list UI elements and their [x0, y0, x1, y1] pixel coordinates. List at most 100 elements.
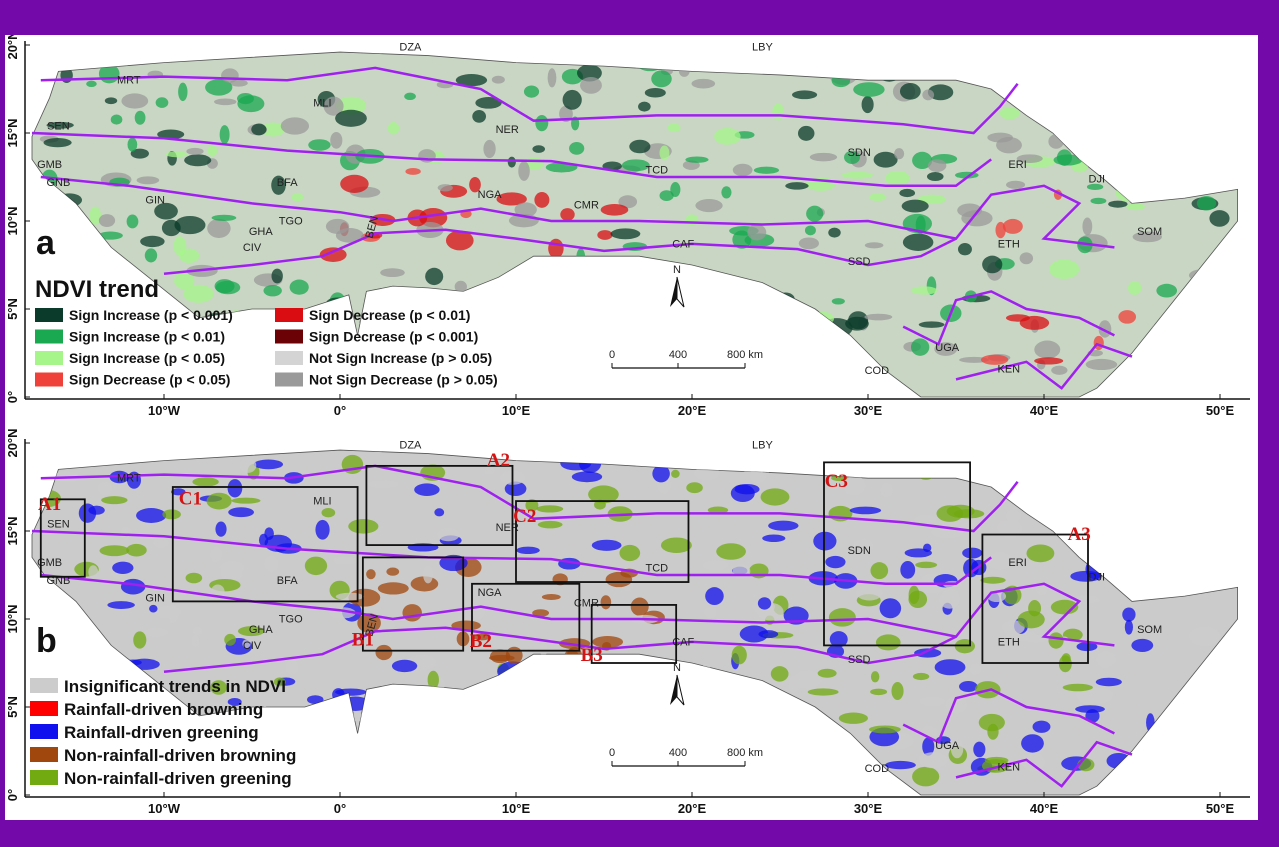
- trend-patch: [1194, 104, 1208, 113]
- trend-patch: [215, 280, 241, 295]
- country-label-gha: GHA: [249, 226, 274, 238]
- study-box-b1: [361, 556, 465, 652]
- north-arrow-icon: [670, 675, 677, 705]
- trend-patch: [1139, 146, 1151, 162]
- north-arrow-icon-half: [676, 276, 685, 308]
- trend-patch: [495, 301, 518, 314]
- trend-patch: [1030, 107, 1040, 118]
- trend-patch: [1026, 544, 1055, 563]
- trend-patch: [532, 609, 550, 617]
- trend-patch: [1118, 310, 1137, 324]
- trend-patch: [988, 551, 1013, 570]
- trend-patch: [844, 150, 860, 164]
- trend-patch: [694, 688, 723, 709]
- country-label-dji: DJI: [1089, 173, 1106, 185]
- legend-swatch: [275, 351, 303, 365]
- trend-patch: [207, 145, 218, 157]
- trend-patch: [1076, 642, 1098, 652]
- trend-patch: [817, 332, 828, 340]
- trend-patch: [1082, 217, 1093, 236]
- trend-patch: [659, 190, 674, 202]
- trend-patch: [330, 751, 357, 771]
- legend-swatch: [30, 701, 58, 716]
- trend-patch: [845, 316, 869, 331]
- trend-patch: [1068, 488, 1079, 495]
- trend-patch: [71, 224, 92, 234]
- trend-patch: [639, 739, 672, 758]
- trend-patch: [56, 245, 75, 264]
- trend-patch: [1061, 653, 1071, 664]
- trend-patch: [500, 682, 533, 689]
- trend-patch: [649, 362, 682, 371]
- trend-patch: [873, 151, 898, 168]
- trend-patch: [1218, 756, 1238, 771]
- trend-patch: [59, 265, 82, 276]
- trend-patch: [617, 350, 633, 368]
- trend-patch: [144, 627, 169, 637]
- trend-patch: [978, 713, 1005, 732]
- lat-tick-label: 5°N: [5, 298, 20, 320]
- country-label-ssd: SSD: [848, 654, 871, 666]
- trend-patch: [868, 725, 901, 734]
- trend-patch: [1132, 231, 1162, 243]
- trend-patch: [608, 319, 640, 328]
- trend-patch: [611, 750, 637, 771]
- box-label: C2: [513, 506, 536, 527]
- trend-patch: [183, 284, 214, 303]
- trend-patch: [469, 176, 481, 193]
- trend-patch: [210, 680, 227, 695]
- trend-patch: [1002, 218, 1023, 234]
- trend-patch: [424, 687, 433, 696]
- legend-label: Sign Decrease (p < 0.001): [309, 329, 478, 345]
- trend-patch: [207, 218, 231, 238]
- lon-tick-label: 0°: [334, 801, 346, 816]
- trend-patch: [1121, 506, 1150, 519]
- trend-patch: [523, 85, 540, 98]
- trend-patch: [437, 184, 453, 192]
- trend-patch: [739, 625, 769, 643]
- trend-patch: [548, 238, 564, 259]
- ecoregion-boundary: [163, 228, 957, 276]
- trend-patch: [778, 56, 802, 75]
- trend-patch: [562, 89, 582, 110]
- trend-patch: [516, 546, 540, 555]
- trend-patch: [1128, 361, 1149, 379]
- trend-patch: [226, 329, 239, 345]
- trend-patch: [959, 680, 978, 693]
- trend-patch: [667, 123, 681, 133]
- lat-tick-label: 20°N: [5, 35, 20, 60]
- study-box-a3: [981, 533, 1089, 664]
- trend-patch: [1166, 94, 1198, 102]
- trend-patch: [98, 214, 116, 227]
- trend-patch: [86, 80, 97, 88]
- trend-patch: [536, 707, 560, 716]
- study-box-c1: [171, 486, 359, 603]
- trend-patch: [919, 696, 945, 707]
- trend-patch: [806, 205, 824, 222]
- trend-patch: [754, 360, 775, 377]
- country-label-sdn: SDN: [848, 147, 871, 159]
- legend-label: Sign Increase (p < 0.001): [69, 307, 233, 323]
- scale-label: 0: [609, 349, 615, 361]
- trend-patch: [671, 469, 680, 478]
- trend-patch: [427, 706, 436, 726]
- trend-patch: [691, 78, 716, 89]
- trend-patch: [1156, 517, 1171, 536]
- country-label-nga: NGA: [478, 587, 503, 599]
- box-label: B3: [581, 645, 603, 666]
- trend-patch: [171, 488, 186, 496]
- trend-patch: [133, 631, 147, 649]
- lon-tick-label: 30°E: [854, 801, 883, 816]
- trend-patch: [332, 688, 345, 702]
- trend-patch: [271, 268, 283, 284]
- trend-patch: [695, 335, 712, 346]
- box-label: C1: [179, 489, 202, 510]
- trend-patch: [797, 125, 815, 141]
- trend-patch: [291, 192, 304, 202]
- trend-patch: [242, 639, 251, 649]
- trend-patch: [818, 325, 840, 336]
- trend-patch: [447, 725, 465, 743]
- country-label-civ: CIV: [243, 640, 262, 652]
- trend-patch: [716, 543, 746, 560]
- trend-patch: [798, 361, 830, 380]
